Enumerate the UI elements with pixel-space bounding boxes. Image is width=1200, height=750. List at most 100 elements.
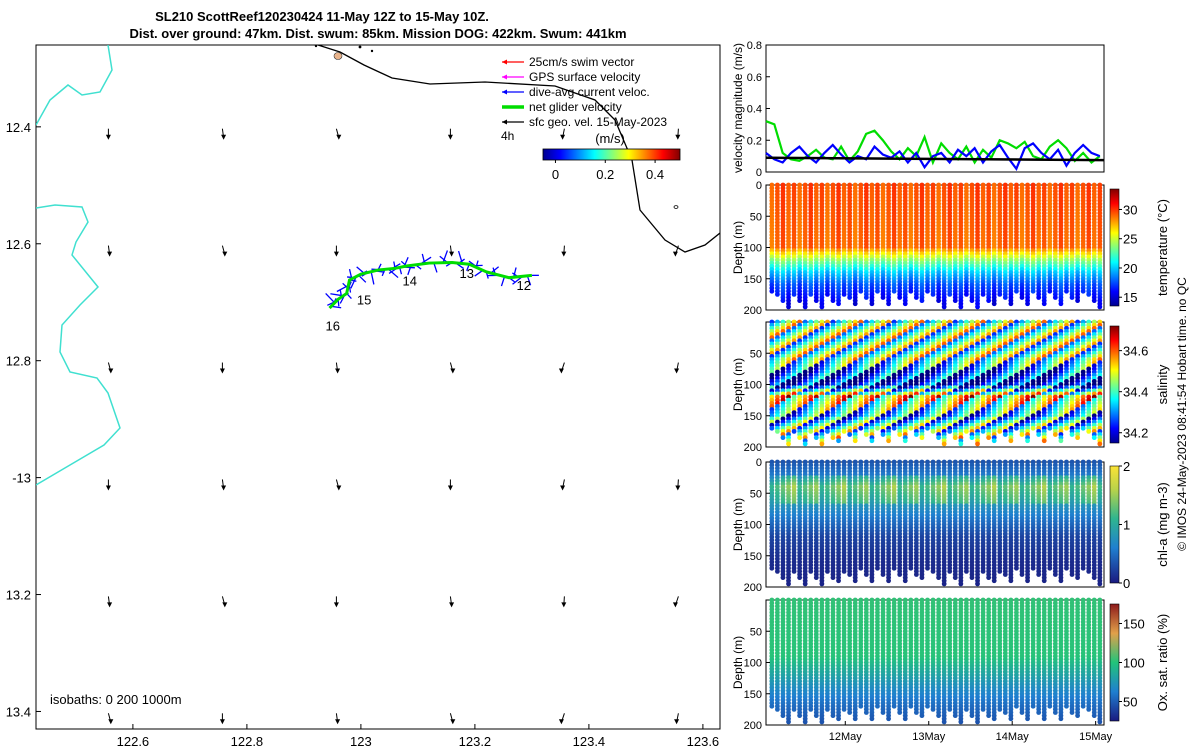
salinity-sample [913,432,919,437]
temperature-sample [902,301,908,307]
temperature-sample [913,295,919,300]
temperature-sample [986,298,992,304]
geo-arrow-head [561,251,567,257]
current-vector [325,293,336,304]
velocity-series [765,120,1105,172]
geo-arrow-head [107,251,113,257]
temperature-sample [769,288,775,294]
salinity-sample [952,435,958,441]
velocity-y-tick-label: 0.2 [747,135,762,147]
legend-geo-arrowhead [502,119,507,125]
salinity-sample [958,441,964,447]
salinity-sample [919,435,925,441]
salinity-sample [858,425,864,431]
legend-swim-label: 25cm/s swim vector [529,55,634,69]
temperature-y-tick-label: 100 [744,243,762,255]
temperature-ylabel: Depth (m) [731,221,745,274]
salinity-sample [780,435,786,441]
salinity-sample [863,432,869,437]
salinity-sample [1036,432,1042,437]
reef-islet [333,52,343,60]
temperature-sample [858,288,864,294]
chla-sample [797,575,803,581]
salinity-sample [975,441,980,447]
temperature-sample [880,295,886,300]
geo-arrow-head [675,134,681,140]
salinity-colorbar-tick-label: 34.2 [1123,426,1148,441]
temperature-sample [1064,288,1069,294]
temperature-sample [780,298,786,304]
geo-arrow-head [674,719,680,725]
temperature-sample [958,304,964,310]
temperature-sample [825,291,830,297]
legend-current-arrowhead [502,89,507,95]
salinity-sample [891,425,897,431]
salinity-y-tick-label: 50 [750,348,762,360]
salinity-sample [997,428,1003,434]
map-x-axis: 122.6 122.8 123 123.2 123.4 123.6 [117,724,719,749]
map-colorbar-ticks: 0 0.2 0.4 [552,160,664,182]
salinity-sample [897,432,903,437]
geo-arrow-head [336,134,342,140]
salinity-y-tick-label: 150 [744,411,762,423]
geo-arrow-head [672,251,678,257]
geo-arrow-head [675,485,681,491]
reef-dot [370,49,374,53]
salinity-sample [1041,438,1047,444]
map-y-tick-label: 12.4 [6,120,31,135]
geo-arrow-head [558,719,564,725]
salinity-sample [836,438,841,444]
velocity-y-tick-label: 0.4 [747,104,762,116]
geo-arrow-head [449,251,455,257]
geo-arrow-head [561,602,567,608]
geo-arrow-head [333,602,339,608]
salinity-sample [869,438,875,444]
geo-arrow-head [450,719,456,725]
salinity-sample [947,428,953,434]
chla-sample [780,575,786,581]
temperature-sample [1025,301,1030,307]
legend-current-label: dive-avg current veloc. [529,85,650,99]
temperature-colorbar-label: temperature (°C) [1155,199,1170,296]
salinity-sample [930,428,936,434]
velocity-panel: 00.20.40.60.8 velocity magnitude (m/s) [731,40,1105,179]
salinity-sample [1064,425,1069,431]
geo-arrow-head [219,368,225,374]
geo-arrow-head [221,134,227,140]
isobath-label: isobaths: 0 200 1000m [50,692,182,707]
geo-arrow-head [674,368,680,374]
legend-geo-label: sfc geo. vel. 15-May-2023 [529,115,667,129]
isobath-200m [317,45,720,253]
day-label: 13 [460,266,474,281]
salinity-sample [886,438,891,444]
salinity-sample [1008,438,1014,444]
geo-arrow-head [105,485,111,491]
temperature-sample [841,291,847,297]
temperature-sample [1058,301,1064,307]
current-vector [500,276,506,287]
current-vector [370,271,375,285]
temperature-sample [875,288,880,294]
current-vector [387,268,399,279]
temperature-sample [1069,295,1075,300]
temperature-colorbar-tick-label: 25 [1123,232,1137,247]
temperature-sample [852,301,858,307]
map-colorbar-tick-label: 0 [552,167,559,182]
geo-arrow-head [222,251,228,257]
salinity-sample [813,435,819,441]
current-vector [442,250,449,263]
geo-arrow-head [107,602,113,608]
temperature-sample [908,288,914,294]
temperature-sample [791,291,797,297]
temperature-sample [941,304,947,310]
salinity-sample [980,428,986,434]
temperature-sample [1036,295,1042,300]
legend-net-label: net glider velocity [529,100,622,114]
salinity-sample [1014,425,1019,431]
salinity-sample [1047,425,1053,431]
salinity-colorbar-label: salinity [1155,364,1170,404]
salinity-sample [819,441,825,447]
map-x-tick-label: 123.2 [459,734,492,749]
salinity-sample [802,441,808,447]
